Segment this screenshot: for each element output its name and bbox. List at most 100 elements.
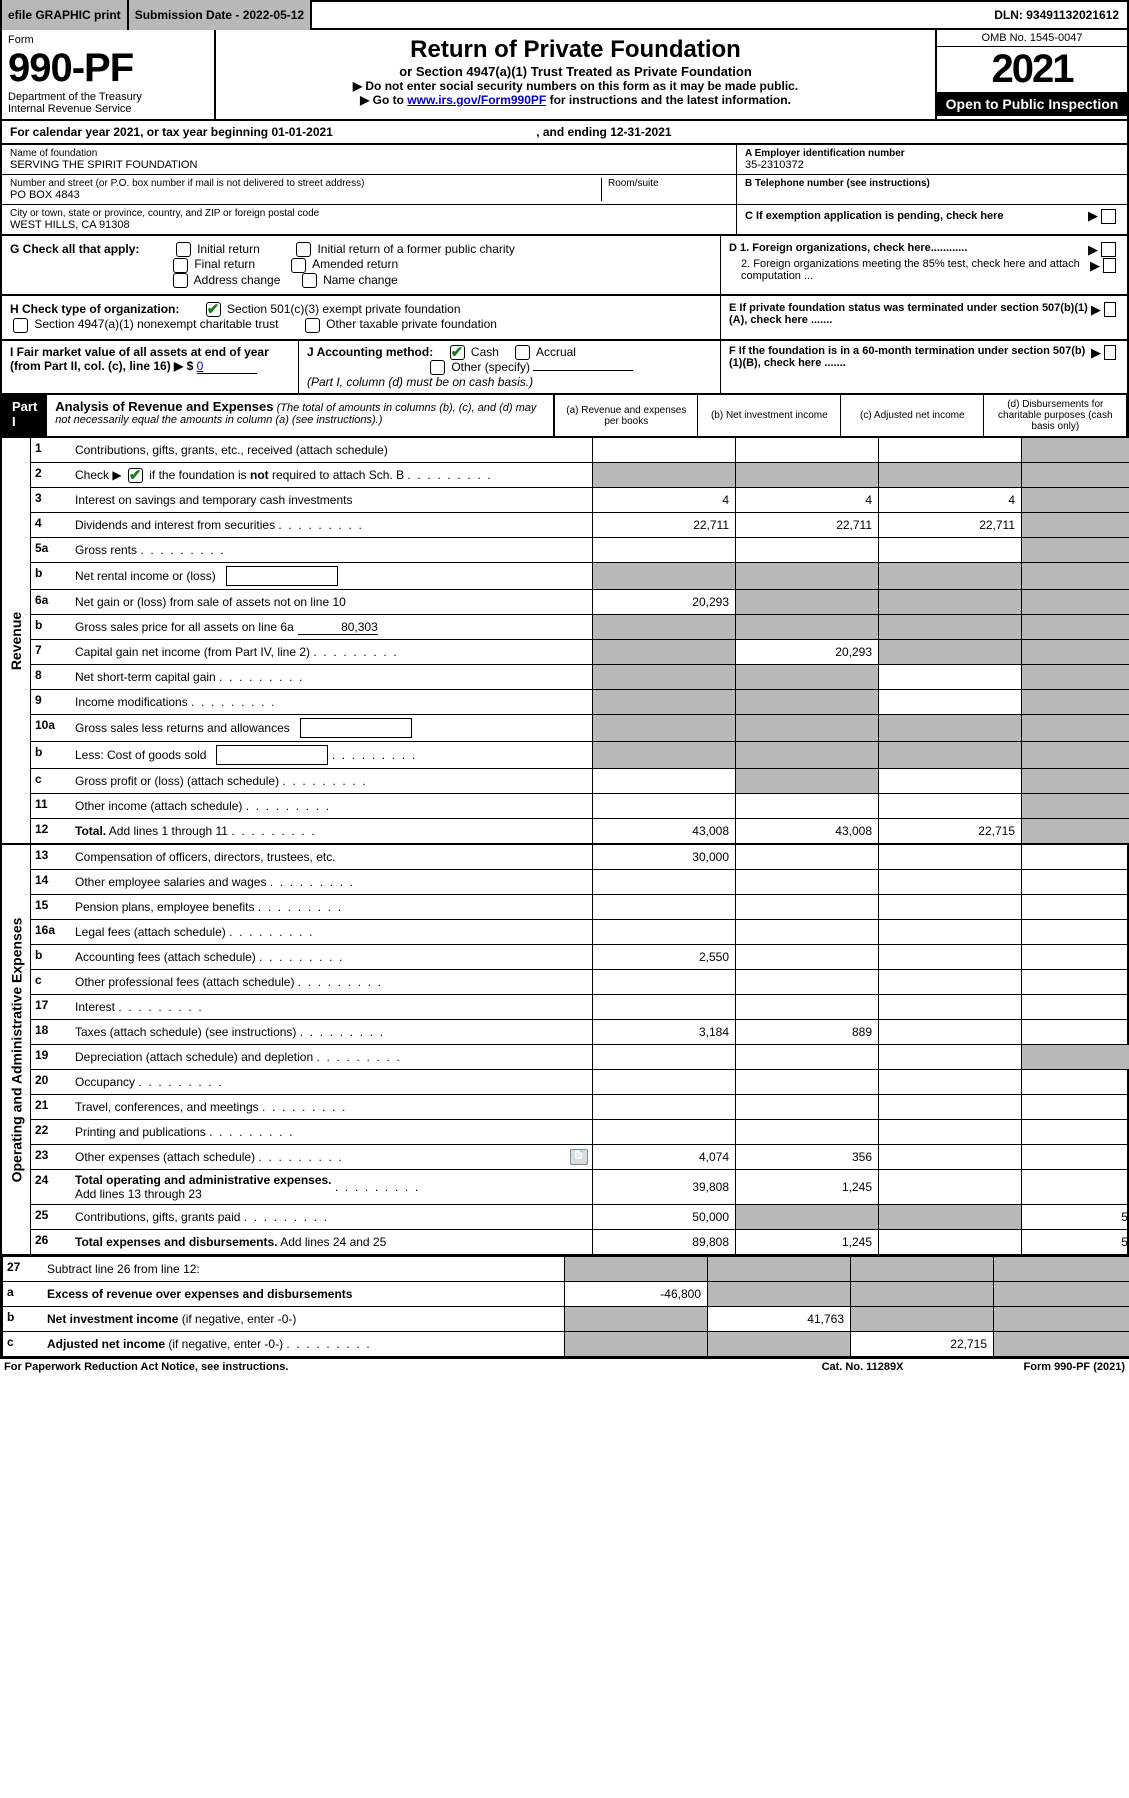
c-cell: C If exemption application is pending, c… [737, 205, 1127, 227]
c-checkbox[interactable] [1101, 209, 1116, 224]
row-num: 15 [31, 895, 71, 919]
i-section: I Fair market value of all assets at end… [2, 341, 299, 394]
d-section: D 1. Foreign organizations, check here..… [720, 236, 1127, 294]
d1-checkbox[interactable] [1101, 242, 1116, 257]
cell-c-d [1021, 794, 1129, 818]
row-num: 10a [31, 715, 71, 741]
row-desc: Interest on savings and temporary cash i… [71, 488, 592, 512]
cell-c-a [592, 870, 735, 894]
cell-c-a [564, 1332, 707, 1356]
i-value[interactable]: 0 [197, 359, 257, 374]
cell-c-d [1021, 1120, 1129, 1144]
g-amended-checkbox[interactable] [291, 258, 306, 273]
cell-c-d [1021, 895, 1129, 919]
page-footer: For Paperwork Reduction Act Notice, see … [0, 1358, 1129, 1375]
h-4947-checkbox[interactable] [13, 318, 28, 333]
d2-checkbox[interactable] [1103, 258, 1116, 273]
calendar-year-row: For calendar year 2021, or tax year begi… [0, 121, 1129, 145]
g-final-checkbox[interactable] [173, 258, 188, 273]
cell-c-c [878, 665, 1021, 689]
cell-c-c [878, 794, 1021, 818]
row-num: c [31, 970, 71, 994]
form-label: Form [8, 34, 208, 46]
cell-c-c [878, 1170, 1021, 1204]
cell-c-d: 58,593 [1021, 1230, 1129, 1254]
e-checkbox[interactable] [1104, 302, 1116, 317]
row-1: 1 Contributions, gifts, grants, etc., re… [31, 438, 1129, 462]
cell-c-c [878, 1120, 1021, 1144]
name-cell: Name of foundation SERVING THE SPIRIT FO… [2, 145, 736, 175]
row-c: c Adjusted net income (if negative, ente… [3, 1331, 1129, 1356]
row-num: 9 [31, 690, 71, 714]
part1-title: Analysis of Revenue and Expenses [55, 399, 273, 414]
cell-c-c [878, 995, 1021, 1019]
row-6a: 6a Net gain or (loss) from sale of asset… [31, 589, 1129, 614]
row-num: 1 [31, 438, 71, 462]
j-note: (Part I, column (d) must be on cash basi… [307, 375, 533, 389]
entity-left: Name of foundation SERVING THE SPIRIT FO… [2, 145, 736, 234]
row-num: 4 [31, 513, 71, 537]
attachment-icon[interactable]: 📄 [570, 1149, 588, 1165]
row-num: 7 [31, 640, 71, 664]
cell-c-a [592, 769, 735, 793]
row-desc: Net investment income (if negative, ente… [43, 1307, 564, 1331]
h-other-checkbox[interactable] [305, 318, 320, 333]
row-desc: Other expenses (attach schedule) . . . .… [71, 1145, 592, 1169]
cell-c-c: 4 [878, 488, 1021, 512]
g-initial-former-checkbox[interactable] [296, 242, 311, 257]
cell-c-d: 8,593 [1021, 1170, 1129, 1204]
cell-c-d [1021, 995, 1129, 1019]
g-address-checkbox[interactable] [173, 273, 188, 288]
efile-badge[interactable]: efile GRAPHIC print [2, 0, 129, 30]
cell-c-c [878, 538, 1021, 562]
h-4947: Section 4947(a)(1) nonexempt charitable … [34, 317, 278, 331]
row-b: b Less: Cost of goods sold . . . . . . .… [31, 741, 1129, 768]
row-8: 8 Net short-term capital gain . . . . . … [31, 664, 1129, 689]
row-num: 23 [31, 1145, 71, 1169]
h-501c3-checkbox[interactable] [206, 302, 221, 317]
j-cash-checkbox[interactable] [450, 345, 465, 360]
cell-c-c [878, 970, 1021, 994]
form-title: Return of Private Foundation [226, 36, 925, 64]
cell-c-d [1021, 463, 1129, 487]
cell-c-a [592, 742, 735, 768]
row-desc: Travel, conferences, and meetings . . . … [71, 1095, 592, 1119]
cell-c-a [592, 1045, 735, 1069]
row-desc: Other professional fees (attach schedule… [71, 970, 592, 994]
header-center: Return of Private Foundation or Section … [216, 30, 935, 119]
i-j-f-section: I Fair market value of all assets at end… [0, 341, 1129, 396]
row-num: 11 [31, 794, 71, 818]
row-3: 3 Interest on savings and temporary cash… [31, 487, 1129, 512]
g-initial-checkbox[interactable] [176, 242, 191, 257]
row-16a: 16a Legal fees (attach schedule) . . . .… [31, 919, 1129, 944]
note-link: ▶ Go to www.irs.gov/Form990PF for instru… [226, 93, 925, 107]
cell-c-c [878, 1020, 1021, 1044]
j-cash: Cash [471, 345, 499, 359]
row-num: 24 [31, 1170, 71, 1204]
g-name-checkbox[interactable] [302, 273, 317, 288]
row-12: 12 Total. Add lines 1 through 11 . . . .… [31, 818, 1129, 843]
row-num: 26 [31, 1230, 71, 1254]
cell-c-a [592, 715, 735, 741]
bottom-table: 27 Subtract line 26 from line 12: a Exce… [0, 1256, 1129, 1358]
g-initial: Initial return [197, 242, 260, 256]
j-accrual-checkbox[interactable] [515, 345, 530, 360]
address: PO BOX 4843 [10, 189, 601, 201]
cell-c-b [735, 870, 878, 894]
form-number: 990-PF [8, 46, 208, 91]
row-desc: Taxes (attach schedule) (see instruction… [71, 1020, 592, 1044]
cell-c-d [993, 1307, 1129, 1331]
cell-c-d [1021, 870, 1129, 894]
cal-end: 12-31-2021 [610, 125, 671, 139]
row-num: 13 [31, 845, 71, 869]
row-num: 22 [31, 1120, 71, 1144]
j-other-checkbox[interactable] [430, 360, 445, 375]
room-label: Room/suite [608, 178, 728, 189]
cell-c-d [1021, 769, 1129, 793]
f-checkbox[interactable] [1104, 345, 1116, 360]
row-9: 9 Income modifications . . . . . . . . . [31, 689, 1129, 714]
row-num: 18 [31, 1020, 71, 1044]
irs-link[interactable]: www.irs.gov/Form990PF [407, 93, 546, 107]
row-desc: Contributions, gifts, grants, etc., rece… [71, 438, 592, 462]
revenue-table: Revenue 1 Contributions, gifts, grants, … [0, 438, 1129, 845]
